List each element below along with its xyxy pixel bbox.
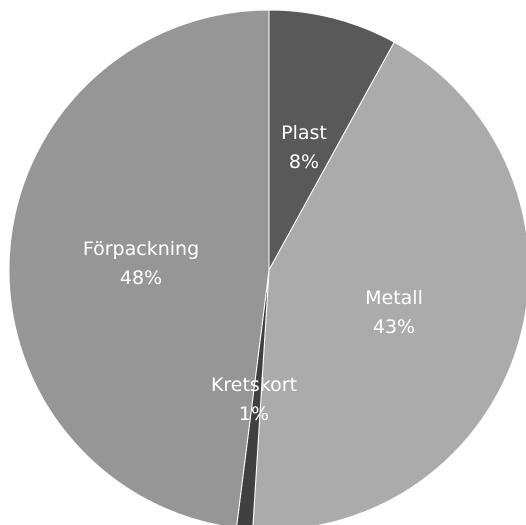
pie-label-category: Kretskort: [211, 374, 297, 396]
pie-slice-plast: [268, 9, 395, 271]
pie-slices: [8, 9, 526, 525]
pie-label-category: Plast: [281, 122, 327, 144]
pie-label-metall: Metall 43%: [365, 287, 423, 338]
pie-label-plast: Plast 8%: [281, 122, 327, 173]
pie-slice-förpackning: [8, 9, 270, 525]
pie-label-category: Metall: [365, 287, 423, 309]
pie-label-percent: 48%: [120, 267, 162, 289]
pie-label-percent: 8%: [289, 151, 319, 173]
pie-label-category: Förpackning: [83, 238, 199, 260]
pie-label-kretskort: Kretskort 1%: [211, 374, 297, 425]
pie-labels: Plast 8% Metall 43% Kretskort 1% Förpackning 48…: [83, 122, 423, 425]
pie-label-percent: 1%: [239, 403, 269, 425]
pie-label-förpackning: Förpackning 48%: [83, 238, 199, 289]
pie-slice-metall: [252, 41, 526, 525]
pie-label-percent: 43%: [373, 316, 415, 338]
